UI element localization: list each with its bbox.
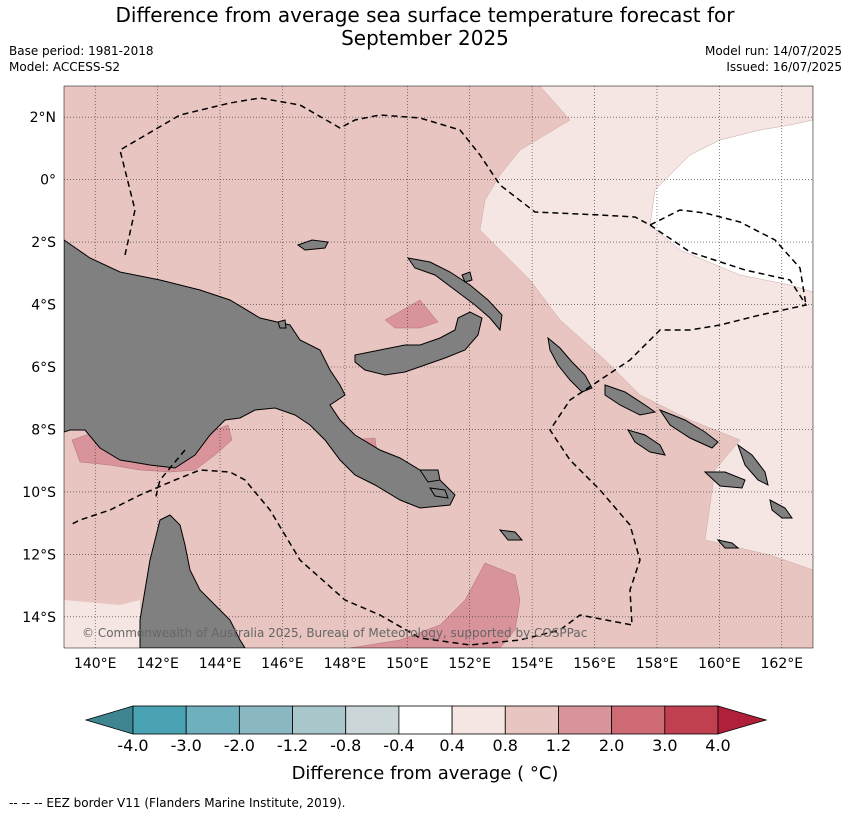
meta-right: Model run: 14/07/2025 Issued: 16/07/2025 [705, 43, 842, 75]
lon-tick-label: 150°E [386, 656, 429, 672]
colorbar-tick-label: -4.0 [117, 736, 148, 755]
colorbar-tick-label: -0.4 [383, 736, 414, 755]
anomaly-1.2-2.0-patch [384, 299, 439, 329]
solomon-island [769, 499, 793, 519]
colorbar-tick-label: -0.8 [330, 736, 361, 755]
colorbar-swatch [611, 705, 666, 735]
small-island [419, 469, 441, 483]
lon-tick-label: 160°E [698, 656, 741, 672]
eez-border [154, 449, 186, 501]
colorbar-swatch [504, 705, 559, 735]
colorbar-max-extend [717, 705, 768, 735]
model-label: Model: ACCESS-S2 [9, 60, 121, 74]
anomaly-below-0.4-region [649, 86, 813, 293]
bougainville-island [547, 336, 593, 393]
base-period-label: Base period: 1981-2018 [9, 44, 154, 58]
solomon-island [703, 471, 746, 489]
colorbar-tick-label: 0.8 [493, 736, 518, 755]
copyright-text: © Commonwealth of Australia 2025, Bureau… [82, 626, 587, 640]
chart-title: Difference from average sea surface temp… [0, 4, 850, 50]
lon-tick-label: 156°E [573, 656, 616, 672]
lat-tick-labels: 2°N 0° 2°S 4°S 6°S 8°S 10°S 12°S 14°S [22, 110, 56, 626]
lon-tick-label: 154°E [511, 656, 554, 672]
colorbar-tick-label: -1.2 [277, 736, 308, 755]
colorbar-swatch [451, 705, 506, 735]
solomon-island [658, 408, 719, 449]
lat-tick-label: 14°S [22, 610, 56, 626]
colorbar-swatch [185, 705, 240, 735]
lat-tick-label: 8°S [31, 422, 56, 438]
colorbar-tick-label: -3.0 [171, 736, 202, 755]
small-island [277, 319, 287, 329]
lat-tick-label: 0° [40, 173, 56, 189]
map-area: © Commonwealth of Australia 2025, Bureau… [64, 86, 813, 648]
lat-tick-label: 12°S [22, 547, 56, 563]
colorbar: -4.0 -3.0 -2.0 -1.2 -0.8 -0.4 0.4 0.8 1.2 2.0 3.0 4… [84, 705, 768, 755]
new-britain-island [354, 311, 483, 376]
lon-tick-label: 162°E [761, 656, 804, 672]
footer-note: -- -- -- EEZ border V11 (Flanders Marine… [9, 796, 346, 810]
colorbar-swatch [558, 705, 613, 735]
colorbar-swatch [345, 705, 400, 735]
colorbar-swatch [398, 705, 453, 735]
colorbar-swatch [292, 705, 347, 735]
eez-borders [69, 97, 808, 646]
new-ireland-island [406, 257, 503, 332]
map-frame [63, 85, 814, 649]
small-island [429, 487, 449, 499]
colorbar-title: Difference from average ( °C) [291, 763, 559, 784]
model-run-label: Model run: 14/07/2025 [704, 44, 842, 58]
map-figure: © Commonwealth of Australia 2025, Bureau… [22, 85, 814, 755]
colorbar-swatch [664, 705, 719, 735]
lat-tick-label: 2°N [30, 110, 56, 126]
small-island [461, 271, 473, 283]
solomon-island [626, 429, 666, 456]
lon-tick-labels: 140°E 142°E 144°E 146°E 148°E 150°E 152°E 154°E… [74, 656, 803, 672]
solomon-island [604, 384, 657, 416]
meta-left: Base period: 1981-2018 Model: ACCESS-S2 [9, 43, 154, 75]
lon-tick-label: 146°E [261, 656, 304, 672]
lat-tick-label: 10°S [22, 485, 56, 501]
title-line-1: Difference from average sea surface temp… [115, 3, 735, 27]
eez-border [69, 224, 808, 646]
colorbar-min-extend [84, 705, 134, 735]
colorbar-swatch [238, 705, 293, 735]
lon-tick-label: 142°E [136, 656, 179, 672]
lon-tick-label: 144°E [199, 656, 242, 672]
lon-tick-label: 140°E [74, 656, 117, 672]
lon-tick-label: 158°E [636, 656, 679, 672]
colorbar-tick-label: 0.4 [439, 736, 464, 755]
solomon-island [737, 443, 769, 486]
lat-tick-label: 6°S [31, 360, 56, 376]
colorbar-swatch [132, 705, 187, 735]
issued-label: Issued: 16/07/2025 [726, 60, 842, 74]
colorbar-tick-label: 2.0 [599, 736, 624, 755]
colorbar-tick-label: -2.0 [224, 736, 255, 755]
cape-york-landmass [139, 514, 246, 648]
small-island [498, 529, 524, 541]
colorbar-tick-label: 3.0 [652, 736, 677, 755]
eez-border [119, 97, 807, 306]
lat-tick-label: 2°S [31, 235, 56, 251]
colorbar-tick-label: 4.0 [705, 736, 730, 755]
lat-tick-label: 4°S [31, 298, 56, 314]
title-line-2: September 2025 [341, 26, 509, 50]
lon-tick-label: 148°E [324, 656, 367, 672]
solomon-island [716, 539, 740, 549]
anomaly-1.2-2.0-patch [349, 562, 521, 648]
lon-tick-label: 152°E [448, 656, 491, 672]
new-guinea-landmass [64, 239, 456, 509]
colorbar-tick-label: 1.2 [546, 736, 571, 755]
anomaly-0.4-0.8-sw-region [64, 600, 140, 648]
manus-island [296, 239, 329, 251]
